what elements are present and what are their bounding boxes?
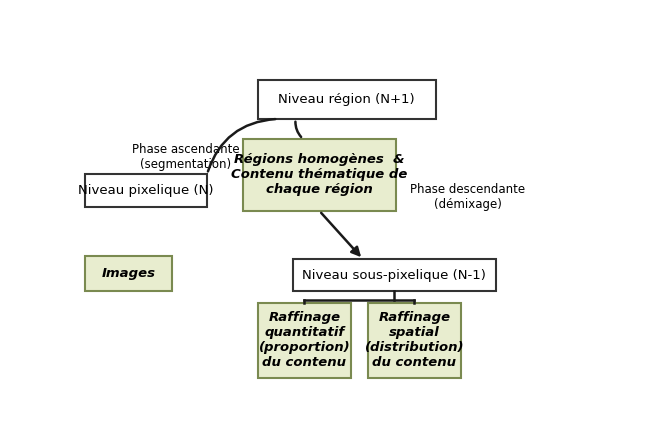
Text: Raffinage
spatial
(distribution)
du contenu: Raffinage spatial (distribution) du cont… <box>364 311 464 369</box>
Text: Niveau sous-pixelique (N-1): Niveau sous-pixelique (N-1) <box>303 269 486 282</box>
Text: Raffinage
quantitatif
(proportion)
du contenu: Raffinage quantitatif (proportion) du co… <box>259 311 350 369</box>
FancyBboxPatch shape <box>243 139 395 211</box>
FancyBboxPatch shape <box>368 303 461 378</box>
FancyBboxPatch shape <box>293 259 495 291</box>
Text: Phase ascendante
(segmentation): Phase ascendante (segmentation) <box>132 143 239 171</box>
Text: Régions homogènes  &
Contenu thématique de
chaque région: Régions homogènes & Contenu thématique d… <box>231 153 408 197</box>
Text: Niveau région (N+1): Niveau région (N+1) <box>279 93 415 106</box>
FancyBboxPatch shape <box>84 256 172 291</box>
FancyBboxPatch shape <box>84 174 207 207</box>
Text: Images: Images <box>101 267 155 280</box>
FancyBboxPatch shape <box>258 303 351 378</box>
FancyBboxPatch shape <box>258 80 435 119</box>
Text: Phase descendante
(démixage): Phase descendante (démixage) <box>410 184 526 211</box>
Text: Niveau pixelique (N): Niveau pixelique (N) <box>78 184 213 197</box>
